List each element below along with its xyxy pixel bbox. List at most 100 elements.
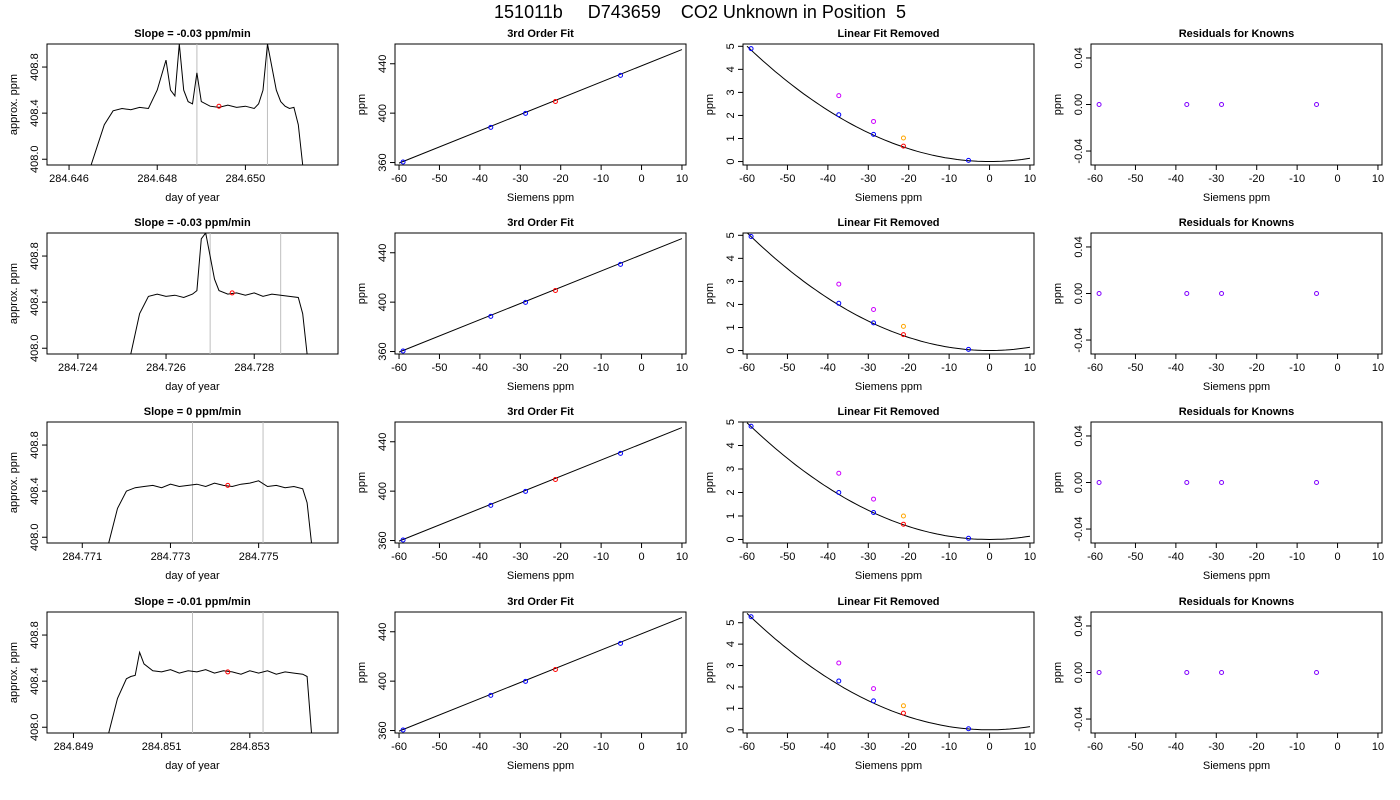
plot-frame bbox=[742, 421, 1035, 544]
x-axis-label: Siemens ppm bbox=[855, 570, 922, 582]
x-tick-label: -10 bbox=[593, 551, 609, 563]
x-axis-label: Siemens ppm bbox=[1203, 570, 1270, 582]
y-tick-label: 3 bbox=[725, 278, 737, 284]
raw-known-point bbox=[836, 660, 842, 666]
x-tick-label: -40 bbox=[820, 173, 836, 185]
x-tick-label: 0 bbox=[1334, 173, 1340, 185]
known-point bbox=[836, 300, 842, 306]
analyzer-trace bbox=[108, 650, 312, 733]
x-tick-label: 10 bbox=[1372, 362, 1384, 374]
y-axis-label: approx. ppm bbox=[8, 452, 20, 513]
y-axis-label: ppm bbox=[1052, 662, 1064, 683]
x-tick-label: -20 bbox=[553, 173, 569, 185]
x-axis-label: Siemens ppm bbox=[507, 381, 574, 393]
x-tick-label: 284.728 bbox=[234, 362, 274, 374]
x-tick-label: -60 bbox=[739, 173, 755, 185]
known-point bbox=[836, 489, 842, 495]
raw-known-point bbox=[836, 93, 842, 99]
residual-point bbox=[1314, 670, 1320, 675]
y-tick-label: 0 bbox=[725, 536, 737, 542]
x-tick-label: 10 bbox=[1024, 362, 1036, 374]
y-tick-label: 2 bbox=[725, 112, 737, 118]
panel-0-3: Residuals for Knowns -60 -50 -40 -30 -20 -10 0 1… bbox=[1052, 28, 1384, 204]
residual-point bbox=[1096, 670, 1102, 675]
x-axis-label: Siemens ppm bbox=[855, 760, 922, 772]
plot-frame bbox=[46, 232, 339, 355]
y-tick-label: 408.4 bbox=[29, 288, 41, 316]
known-point bbox=[748, 614, 754, 620]
plot-area bbox=[1096, 291, 1320, 296]
y-tick-label: 400 bbox=[377, 672, 389, 690]
x-tick-label: -40 bbox=[820, 551, 836, 563]
x-tick-label: -40 bbox=[1168, 551, 1184, 563]
x-tick-label: -50 bbox=[432, 173, 448, 185]
unknown-point bbox=[900, 332, 906, 338]
x-tick-label: 0 bbox=[1334, 741, 1340, 753]
known-point bbox=[966, 346, 972, 352]
x-tick-label: -20 bbox=[553, 362, 569, 374]
x-tick-label: -60 bbox=[1087, 173, 1103, 185]
panel-title: 3rd Order Fit bbox=[507, 596, 574, 608]
x-tick-label: 0 bbox=[638, 173, 644, 185]
panel-title: Linear Fit Removed bbox=[837, 28, 939, 40]
y-tick-label: 440 bbox=[377, 55, 389, 73]
y-tick-label: 1 bbox=[725, 324, 737, 330]
unknown-mean-point bbox=[225, 669, 231, 675]
known-point bbox=[618, 640, 624, 646]
y-tick-label: 0.00 bbox=[1073, 94, 1085, 115]
y-tick-label: 2 bbox=[725, 489, 737, 495]
x-tick-label: 10 bbox=[676, 173, 688, 185]
x-tick-label: -10 bbox=[1289, 551, 1305, 563]
y-tick-label: 408.0 bbox=[29, 334, 41, 362]
panel-title: Linear Fit Removed bbox=[837, 596, 939, 608]
raw-known-point bbox=[871, 118, 877, 124]
x-tick-label: -60 bbox=[739, 362, 755, 374]
x-tick-label: -10 bbox=[941, 173, 957, 185]
y-axis-label: ppm bbox=[356, 662, 368, 683]
x-tick-label: -30 bbox=[860, 173, 876, 185]
raw-known-point bbox=[836, 281, 842, 287]
x-tick-label: 284.851 bbox=[142, 741, 182, 753]
x-tick-label: -60 bbox=[1087, 741, 1103, 753]
y-tick-label: 440 bbox=[377, 433, 389, 451]
x-tick-label: 10 bbox=[1024, 173, 1036, 185]
x-tick-label: -50 bbox=[432, 551, 448, 563]
y-axis-label: ppm bbox=[704, 283, 716, 304]
y-tick-label: 1 bbox=[725, 513, 737, 519]
unknown-mean-point bbox=[225, 482, 231, 488]
y-tick-label: 1 bbox=[725, 705, 737, 711]
plot-frame bbox=[394, 421, 687, 544]
x-axis-label: Siemens ppm bbox=[855, 192, 922, 204]
known-point bbox=[400, 159, 406, 165]
residual-point bbox=[1184, 670, 1190, 675]
x-tick-label: 284.646 bbox=[49, 173, 89, 185]
known-point bbox=[966, 157, 972, 163]
x-tick-label: 10 bbox=[1024, 551, 1036, 563]
y-tick-label: 0.04 bbox=[1073, 236, 1085, 257]
x-tick-label: 284.648 bbox=[137, 173, 177, 185]
panel-2-1: 3rd Order Fit -60 -50 -40 -30 -20 -10 0 10 360 400… bbox=[356, 406, 688, 582]
y-axis-label: ppm bbox=[1052, 283, 1064, 304]
x-tick-label: 284.853 bbox=[230, 741, 270, 753]
x-tick-label: 10 bbox=[1372, 551, 1384, 563]
x-tick-label: -10 bbox=[941, 551, 957, 563]
x-tick-label: -50 bbox=[780, 551, 796, 563]
x-tick-label: -30 bbox=[860, 551, 876, 563]
known-point bbox=[836, 678, 842, 684]
x-tick-label: 0 bbox=[986, 173, 992, 185]
unknown-point bbox=[900, 143, 906, 149]
panel-title: Residuals for Knowns bbox=[1179, 217, 1295, 229]
x-tick-label: -30 bbox=[1208, 551, 1224, 563]
panel-title: Linear Fit Removed bbox=[837, 406, 939, 418]
y-tick-label: 4 bbox=[725, 641, 737, 647]
known-point bbox=[400, 348, 406, 354]
unknown-point bbox=[552, 477, 558, 483]
y-tick-label: 3 bbox=[725, 662, 737, 668]
y-tick-label: 5 bbox=[725, 43, 737, 49]
fit-line bbox=[398, 49, 683, 164]
plot-area bbox=[398, 238, 683, 354]
x-tick-label: -10 bbox=[941, 741, 957, 753]
plot-frame bbox=[742, 232, 1035, 355]
unknown-point bbox=[552, 99, 558, 105]
x-axis-label: Siemens ppm bbox=[855, 381, 922, 393]
